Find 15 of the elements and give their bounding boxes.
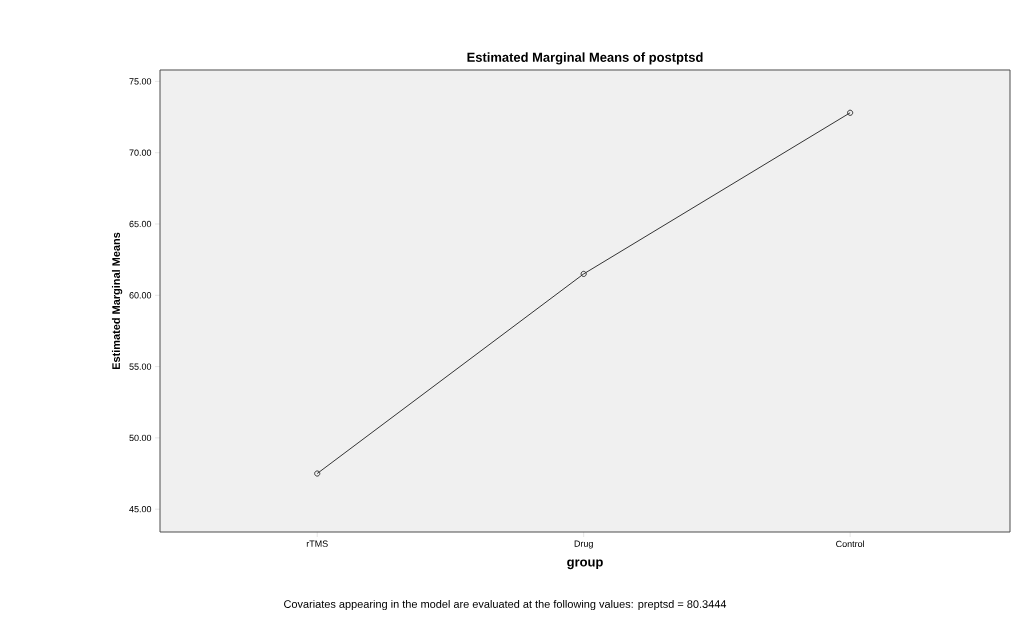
y-axis-title: Estimated Marginal Means <box>111 232 123 370</box>
y-tick-label: 60.00 <box>129 292 152 299</box>
x-tick-label: Drug <box>574 540 593 549</box>
y-tick-label: 65.00 <box>129 220 152 228</box>
x-tick-label: Control <box>836 540 864 548</box>
chart-title: Estimated Marginal Means of postptsd <box>467 52 703 65</box>
y-tick-label: 75.00 <box>129 78 152 85</box>
y-tick-label: 45.00 <box>129 506 152 513</box>
point <box>580 270 587 277</box>
text: Covariates appearing in the model are evaluated at the following values: preptsd = 80.3444 <box>284 599 727 611</box>
x-axis-title: group <box>567 559 603 570</box>
y-tick-label: 55.00 <box>129 363 152 370</box>
x-tick-label: rTMS <box>306 540 328 547</box>
y-tick-label: 50.00 <box>129 434 152 442</box>
y-tick-label: 70.00 <box>129 149 152 156</box>
